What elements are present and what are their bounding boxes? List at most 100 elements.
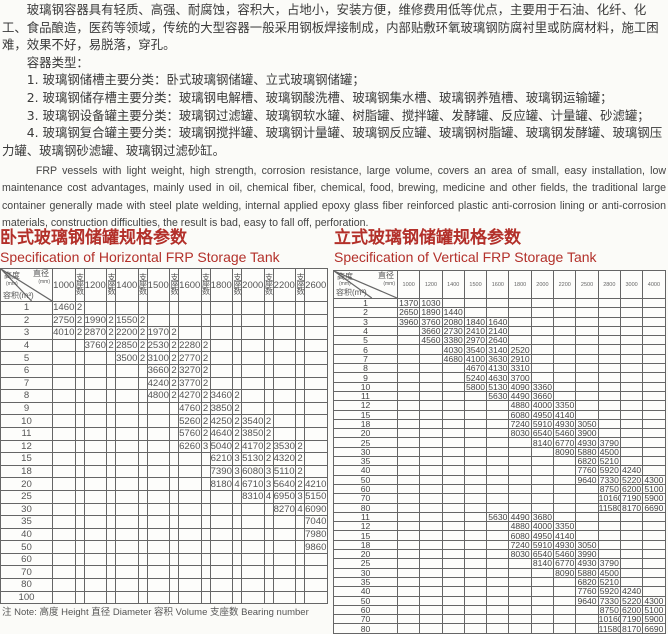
volume-cell: 12 (333, 521, 398, 532)
table-row: 11 5760 2 4640 2 3850 2 (0, 426, 328, 441)
height-cell (396, 372, 421, 383)
height-cell (441, 558, 465, 569)
height-cell (463, 483, 488, 495)
height-cell (530, 344, 555, 355)
height-cell (619, 390, 644, 402)
volume-cell: 8 (333, 363, 398, 374)
bearing-number-cell (263, 515, 274, 529)
height-cell (642, 567, 666, 578)
height-cell (178, 515, 202, 529)
table-row: 35 7040 (0, 515, 328, 529)
height-cell (83, 439, 107, 454)
height-cell (441, 493, 465, 504)
height-cell (642, 511, 666, 523)
table-row: 30 8090 5880 4500 (333, 567, 666, 578)
diagonal-header-cell: 高度 (mm) 直径 (mm) 容积(m³) (333, 270, 398, 299)
types-heading: 容器类型： (26, 54, 89, 70)
height-cell (486, 474, 510, 485)
bearing-number-cell (263, 338, 274, 353)
height-cell (486, 623, 510, 634)
height-cell (486, 539, 510, 551)
height-cell: 7240 (508, 418, 532, 430)
column-header-label: 支座数 (107, 273, 116, 294)
height-cell (272, 363, 296, 378)
height-cell (146, 426, 170, 441)
height-cell (209, 565, 233, 580)
height-cell (419, 418, 443, 430)
height-cell (396, 623, 421, 634)
volume-cell: 60 (0, 552, 53, 567)
bearing-number-cell (263, 363, 274, 378)
height-cell (530, 325, 555, 337)
column-header-diameter: 1800 (508, 270, 532, 299)
bearing-number-cell (74, 452, 85, 466)
volume-cell: 70 (333, 614, 398, 625)
bearing-number-cell (295, 414, 305, 428)
height-cell (530, 456, 555, 467)
height-cell (241, 540, 265, 554)
bearing-number-cell: 2 (106, 326, 116, 340)
height-cell (241, 338, 265, 353)
height-cell: 4490 (508, 390, 532, 402)
height-cell (178, 527, 202, 542)
height-cell: 4680 (441, 353, 465, 365)
height-cell: 8170 (619, 623, 644, 634)
height-cell (115, 590, 139, 605)
height-cell (178, 489, 202, 504)
height-cell (241, 552, 265, 567)
bearing-number-cell (74, 578, 85, 592)
height-cell (575, 390, 599, 402)
height-cell (272, 565, 296, 580)
volume-cell: 18 (0, 464, 53, 479)
height-cell: 4640 (209, 426, 233, 441)
height-cell (619, 297, 644, 309)
height-cell (597, 381, 621, 392)
height-cell (178, 552, 202, 567)
height-cell (146, 477, 170, 491)
height-cell (419, 530, 443, 541)
height-cell (575, 521, 599, 532)
height-cell (486, 586, 510, 597)
table-row: 11 5630 4490 3680 (333, 511, 666, 523)
bearing-number-cell (263, 565, 274, 580)
height-cell: 4300 (642, 595, 666, 606)
height-cell (396, 604, 421, 616)
height-cell (419, 353, 443, 365)
height-cell (241, 502, 265, 517)
height-cell: 2750 (52, 313, 76, 328)
height-cell (52, 401, 76, 416)
height-cell (272, 590, 296, 605)
bearing-number-cell (74, 552, 85, 567)
table-row: 2 2650 1890 1440 (333, 307, 666, 318)
height-cell (146, 502, 170, 517)
bearing-number-cell (74, 502, 85, 517)
height-cell (508, 446, 532, 458)
column-header-diameter: 2000 (530, 270, 555, 299)
diagonal-header-cell: 高度 (mm) 直径 (mm) 容积(m³) (0, 268, 53, 302)
table-row: 15 6210 3 5130 2 4320 2 (0, 452, 328, 466)
height-cell (83, 414, 107, 428)
height-cell: 3100 (146, 351, 170, 365)
height-cell (52, 565, 76, 580)
bearing-number-cell: 2 (74, 313, 85, 328)
table-row: 6 3660 2 3270 2 (0, 363, 328, 378)
height-cell (508, 437, 532, 448)
bearing-number-cell (74, 565, 85, 580)
bearing-number-cell (106, 552, 116, 567)
height-cell (241, 376, 265, 391)
bearing-number-cell (295, 313, 305, 328)
height-cell (146, 489, 170, 504)
bearing-number-cell (263, 376, 274, 391)
height-cell (642, 409, 666, 420)
height-cell (553, 316, 577, 327)
height-cell (52, 502, 76, 517)
height-cell (441, 623, 465, 634)
height-cell (52, 578, 76, 592)
height-cell (463, 437, 488, 448)
height-cell (146, 527, 170, 542)
height-cell: 3990 (575, 548, 599, 560)
table-row: 18 7240 5910 4930 3050 (333, 418, 666, 430)
height-cell (597, 316, 621, 327)
table-row: 1 1460 2 (0, 301, 328, 315)
height-cell (178, 326, 202, 340)
